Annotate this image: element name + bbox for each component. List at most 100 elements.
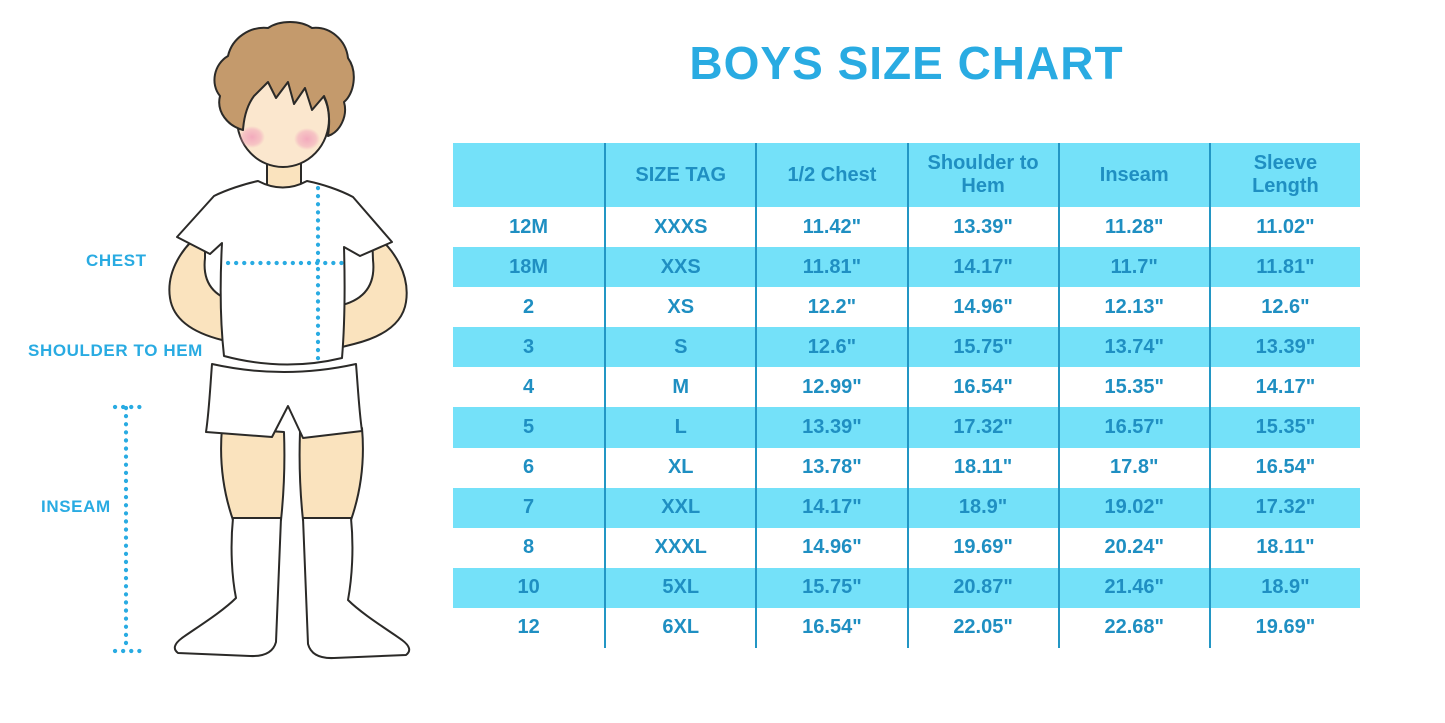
table-cell: XXS [604,247,755,288]
table-row: 6 XL 13.78" 18.11" 17.8" 16.54" [453,447,1360,488]
table-cell: 14.96" [755,527,906,568]
table-cell: 13.74" [1057,327,1209,368]
table-cell: 4 [523,375,535,398]
table-cell: M [604,367,755,408]
table-cell: 14.17" [755,487,906,528]
chest-label: CHEST [86,251,147,270]
table-row: 7 XXL 14.17" 18.9" 19.02" 17.32" [453,487,1360,528]
table-row: 10 5XL 15.75" 20.87" 21.46" 18.9" [453,567,1360,608]
table-cell: 20.87" [906,567,1058,608]
table-cell: 22.05" [906,607,1058,649]
table-cell: XXL [604,487,755,528]
table-cell: XS [604,287,755,328]
size-table-body: 12M XXXS 11.42" 13.39" 11.28" 11.02" 18M XXS 11.… [453,207,1360,649]
table-cell: 12.99" [755,367,906,408]
column-header: SIZE TAG [604,143,755,207]
table-cell: 11.7" [1057,247,1209,288]
table-cell: 10 [517,576,540,599]
table-cell: 17.8" [1057,447,1209,488]
table-cell: 14.17" [1208,367,1360,408]
table-cell: 16.54" [906,367,1058,408]
table-row: 2 XS 12.2" 14.96" 12.13" 12.6" [453,287,1360,328]
table-cell: 15.75" [906,327,1058,368]
boy-right-sock [302,517,411,660]
column-header [453,143,604,207]
boy-figure-illustration: CHEST SHOULDER TO HEM INSEAM [0,0,445,723]
table-cell: 12.6" [755,327,906,368]
table-cell: 5 [523,416,535,439]
table-cell: 14.96" [906,287,1058,328]
boy-right-leg [298,427,364,521]
table-cell: 7 [523,496,535,519]
table-cell: 14.17" [906,247,1058,288]
column-header: 1/2 Chest [755,143,906,207]
table-cell: 19.69" [906,527,1058,568]
table-cell: 15.35" [1208,407,1360,448]
table-cell: 13.39" [906,207,1058,248]
table-row: 3 S 12.6" 15.75" 13.74" 13.39" [453,327,1360,368]
table-cell: 11.02" [1208,207,1360,248]
table-cell: 16.54" [755,607,906,649]
boy-left-leg [220,427,286,521]
table-cell: 12 [517,616,540,639]
table-cell: 8 [523,536,535,559]
table-row: 5 L 13.39" 17.32" 16.57" 15.35" [453,407,1360,448]
boy-hair [213,21,355,137]
column-header: Sleeve Length [1208,143,1360,207]
table-row: 4 M 12.99" 16.54" 15.35" 14.17" [453,367,1360,408]
boy-right-blush [294,128,320,150]
table-cell: 18.9" [1208,567,1360,608]
table-cell: XXXL [604,527,755,568]
page-title: BOYS SIZE CHART [689,37,1124,89]
table-cell: 22.68" [1057,607,1209,649]
table-cell: XL [604,447,755,488]
table-cell: XXXS [604,207,755,248]
table-cell: L [604,407,755,448]
column-header: Shoulder to Hem [906,143,1058,207]
table-cell: 18M [509,255,549,278]
table-cell: 12.2" [755,287,906,328]
table-row: 8 XXXL 14.96" 19.69" 20.24" 18.11" [453,527,1360,568]
table-cell: 15.35" [1057,367,1209,408]
table-cell: 17.32" [906,407,1058,448]
table-cell: 2 [523,295,535,318]
table-cell: 18.11" [1208,527,1360,568]
table-cell: 13.39" [755,407,906,448]
table-cell: 12M [509,215,549,238]
table-cell: 6XL [604,607,755,649]
table-row: 12M XXXS 11.42" 13.39" 11.28" 11.02" [453,207,1360,248]
table-cell: 13.78" [755,447,906,488]
table-cell: 11.42" [755,207,906,248]
table-cell: 18.9" [906,487,1058,528]
table-cell: 17.32" [1208,487,1360,528]
column-header: Inseam [1057,143,1209,207]
table-row: 12 6XL 16.54" 22.05" 22.68" 19.69" [453,607,1360,649]
table-cell: 19.69" [1208,607,1360,649]
table-cell: 12.6" [1208,287,1360,328]
table-cell: 11.28" [1057,207,1209,248]
boy-shorts [205,363,363,439]
table-cell: 15.75" [755,567,906,608]
table-cell: 3 [523,335,535,358]
table-cell: 18.11" [906,447,1058,488]
table-cell: 5XL [604,567,755,608]
table-cell: 12.13" [1057,287,1209,328]
table-cell: 11.81" [1208,247,1360,288]
table-cell: 11.81" [755,247,906,288]
table-cell: 19.02" [1057,487,1209,528]
size-table-header: SIZE TAG 1/2 Chest Shoulder to Hem Inseam Sl… [453,143,1360,207]
boy-left-blush [239,126,265,148]
table-cell: 6 [523,456,535,479]
table-cell: 13.39" [1208,327,1360,368]
table-cell: 16.57" [1057,407,1209,448]
table-cell: 16.54" [1208,447,1360,488]
table-cell: 21.46" [1057,567,1209,608]
table-row: 18M XXS 11.81" 14.17" 11.7" 11.81" [453,247,1360,288]
boy-tshirt [176,180,393,366]
boy-right-arm [337,231,408,349]
boy-left-sock [173,517,282,658]
boy-figure-svg [112,21,411,660]
table-cell: 20.24" [1057,527,1209,568]
size-table: SIZE TAG 1/2 Chest Shoulder to Hem Inseam Sl… [453,143,1360,649]
